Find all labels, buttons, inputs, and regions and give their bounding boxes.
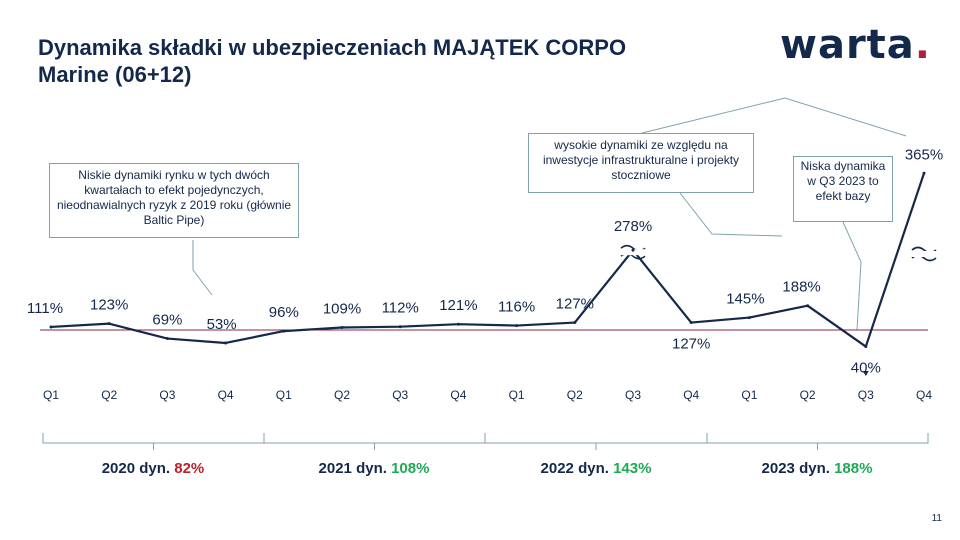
- point-labels: 111% 123% 69% 53% 96% 109% 112% 121% 116% 127% 278…: [27, 146, 943, 376]
- data-point: [282, 329, 286, 333]
- point-label: 188%: [782, 279, 820, 296]
- title-line-1: Dynamika składki w ubezpieczeniach MAJĄT…: [38, 35, 627, 60]
- point-label: 123%: [90, 297, 128, 314]
- data-point: [165, 337, 169, 341]
- x-tick-label: Q1: [276, 388, 292, 402]
- year-summary-label: 2021 dyn.: [318, 460, 392, 477]
- callout-q3-2023: Niska dynamika w Q3 2023 to efekt bazy: [793, 156, 893, 222]
- point-label: 145%: [726, 291, 764, 308]
- x-tick-label: Q1: [741, 388, 757, 402]
- point-label: 53%: [207, 316, 237, 333]
- page-number: 11: [931, 513, 942, 524]
- callout-leader-line: [842, 221, 862, 331]
- year-summary-label: 2020 dyn.: [101, 460, 175, 477]
- data-point: [398, 325, 402, 329]
- page-title: Dynamika składki w ubezpieczeniach MAJĄT…: [38, 34, 738, 88]
- year-bracket: [706, 433, 929, 450]
- year-summary-value: 188%: [834, 460, 873, 477]
- year-summary-value: 82%: [174, 460, 205, 477]
- series-line: [50, 172, 926, 348]
- year-summary-value: 143%: [613, 460, 652, 477]
- year-summary-3: 2022 dyn. 143%: [541, 460, 652, 477]
- point-label: 96%: [269, 304, 299, 321]
- year-summary-label: 2023 dyn.: [761, 460, 835, 477]
- year-summary-4: 2023 dyn. 188%: [762, 460, 873, 477]
- point-label: 278%: [614, 218, 652, 235]
- x-tick-label: Q4: [683, 388, 699, 402]
- callout-leaders: [192, 97, 907, 331]
- x-tick-labels: Q1 Q2 Q3 Q4 Q1 Q2 Q3 Q4 Q1 Q2 Q3 Q4 Q1 Q2 Q3 Q4: [43, 388, 932, 402]
- x-tick-label: Q4: [450, 388, 466, 402]
- year-summary-label: 2022 dyn.: [540, 460, 614, 477]
- year-bracket: [263, 433, 486, 450]
- logo-dot: .: [914, 22, 931, 68]
- axis-breaks: [620, 244, 937, 376]
- x-tick-label: Q2: [567, 388, 583, 402]
- logo-text: warta: [780, 22, 915, 68]
- year-summary-1: 2020 dyn. 82%: [102, 460, 205, 477]
- point-label: 116%: [498, 299, 535, 316]
- x-tick-label: Q2: [334, 388, 350, 402]
- point-label: 40%: [851, 360, 881, 377]
- axis-break-mark: [620, 244, 646, 260]
- point-label: 109%: [323, 301, 361, 318]
- point-label: 365%: [905, 146, 943, 163]
- data-point: [49, 325, 53, 329]
- axis-break-mark: [911, 246, 937, 262]
- x-tick-label: Q1: [509, 388, 525, 402]
- data-point: [864, 345, 868, 349]
- data-point: [689, 321, 693, 325]
- data-point: [456, 322, 460, 326]
- data-point: [224, 341, 228, 345]
- data-point: [631, 248, 635, 252]
- data-point: [340, 326, 344, 330]
- data-point: [922, 171, 926, 175]
- x-tick-label: Q4: [218, 388, 234, 402]
- x-tick-label: Q2: [101, 388, 117, 402]
- data-point: [747, 316, 751, 320]
- point-label: 127%: [556, 296, 594, 313]
- point-label: 111%: [27, 300, 63, 317]
- point-label: 69%: [152, 312, 182, 329]
- year-summary-2: 2021 dyn. 108%: [319, 460, 430, 477]
- title-line-2: Marine (06+12): [38, 62, 192, 87]
- data-point: [573, 321, 577, 325]
- axis-break-arrow: [862, 371, 869, 376]
- point-label: 112%: [382, 300, 419, 317]
- data-point: [107, 322, 111, 326]
- x-tick-label: Q2: [800, 388, 816, 402]
- callout-leader-line: [679, 192, 783, 237]
- callout-infrastructure: wysokie dynamiki ze względu na inwestycj…: [528, 133, 754, 193]
- x-tick-label: Q1: [43, 388, 59, 402]
- point-label: 121%: [439, 297, 477, 314]
- year-bracket: [484, 433, 708, 450]
- callout-leader-line: [641, 97, 907, 137]
- x-tick-label: Q3: [159, 388, 175, 402]
- point-label: 127%: [672, 336, 710, 353]
- warta-logo: warta.: [780, 22, 931, 68]
- x-tick-label: Q3: [392, 388, 408, 402]
- data-point: [806, 304, 810, 308]
- data-point: [515, 324, 519, 328]
- x-tick-label: Q3: [858, 388, 874, 402]
- x-tick-label: Q3: [625, 388, 641, 402]
- year-brackets: [42, 433, 929, 450]
- x-tick-label: Q4: [916, 388, 932, 402]
- year-summary-value: 108%: [391, 460, 430, 477]
- year-bracket: [42, 433, 265, 450]
- callout-baltic-pipe: Niskie dynamiki rynku w tych dwóch kwart…: [49, 163, 299, 238]
- callout-leader-line: [192, 240, 213, 296]
